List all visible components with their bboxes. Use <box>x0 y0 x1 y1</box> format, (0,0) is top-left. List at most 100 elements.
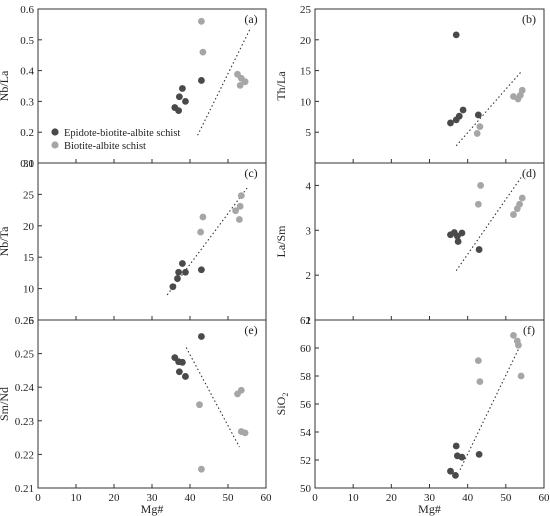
data-point-series-2 <box>241 78 249 86</box>
data-point-series-1 <box>174 275 181 282</box>
x-tick-label: 40 <box>462 492 474 504</box>
panel-label: (b) <box>522 12 536 26</box>
data-point-series-1 <box>447 119 454 127</box>
data-point-series-1 <box>474 111 482 119</box>
y-tick-label: 0.5 <box>20 35 34 47</box>
y-tick-label: 25 <box>23 189 35 201</box>
y-tick-label: 58 <box>300 371 312 383</box>
y-tick-label: 0.3 <box>20 96 34 108</box>
data-point-series-2 <box>515 341 522 349</box>
panel-e: 0.21 0.22 0.23 0.24 0.25 0.26 0 10 20 30 40 50 60 Mg#… <box>0 315 272 516</box>
y-tick-label: 30 <box>23 158 35 170</box>
x-tick-label: 50 <box>500 492 512 504</box>
y-tick-label: 60 <box>300 343 312 355</box>
panel-a: 0.1 0.2 0.3 0.4 0.5 0.6 Nb/La (a) <box>0 4 267 170</box>
y-tick-label: 0.22 <box>15 449 34 461</box>
x-tick-label: 0 <box>35 492 41 504</box>
data-point-series-2 <box>510 211 517 218</box>
y-tick-label: 3 <box>306 225 312 237</box>
data-point-series-1 <box>169 283 177 291</box>
panel-d: 1 2 3 4 La/Sm (d) <box>274 162 545 327</box>
data-point-series-1 <box>452 472 459 479</box>
data-point-series-1 <box>179 85 186 92</box>
y-tick-label: 54 <box>300 427 312 439</box>
x-tick-label: 20 <box>386 492 398 504</box>
panel-label: (a) <box>244 12 257 26</box>
y-axis-label: SiO2 <box>274 393 290 416</box>
trend-line <box>455 71 522 147</box>
panel-label: (d) <box>522 166 536 180</box>
x-tick-label: 10 <box>71 492 83 504</box>
y-tick-label: 20 <box>23 221 35 233</box>
x-tick-label: 50 <box>223 492 235 504</box>
y-tick-label: 0.1 <box>20 158 34 170</box>
panel-label: (c) <box>244 166 257 180</box>
panel-c: 5 10 15 20 25 30 Nb/Ta (c) <box>0 158 267 327</box>
data-point-series-2 <box>473 130 481 137</box>
panel-frame <box>37 8 267 164</box>
x-tick-label: 60 <box>261 492 273 504</box>
y-tick-label: 20 <box>300 35 312 47</box>
data-point-series-1 <box>198 333 205 340</box>
trend-line <box>185 347 240 448</box>
y-tick-label: 10 <box>23 284 35 296</box>
panel-frame <box>314 319 545 489</box>
x-tick-label: 30 <box>424 492 436 504</box>
y-axis-label: Nb/La <box>0 70 11 101</box>
data-point-series-1 <box>179 358 186 366</box>
y-tick-label: 52 <box>300 455 311 467</box>
y-tick-label: 56 <box>300 399 312 411</box>
data-point-series-2 <box>199 48 207 56</box>
panel-frame <box>37 319 267 489</box>
legend-label: Epidote-biotite-albite schist <box>64 128 180 139</box>
trend-line <box>197 27 252 136</box>
data-point-series-1 <box>182 98 189 105</box>
data-point-series-1 <box>182 268 189 276</box>
data-point-series-2 <box>236 202 244 210</box>
data-point-series-2 <box>198 17 205 25</box>
y-tick-label: 0.25 <box>15 349 35 361</box>
y-tick-label: 0.24 <box>15 382 35 394</box>
data-point-series-1 <box>198 77 205 84</box>
x-tick-label: 30 <box>147 492 159 504</box>
data-point-series-2 <box>232 207 240 215</box>
data-point-series-2 <box>241 429 249 437</box>
data-point-series-2 <box>474 357 482 364</box>
data-point-series-2 <box>516 200 523 208</box>
data-point-series-2 <box>236 216 243 223</box>
data-point-series-1 <box>454 238 462 245</box>
data-point-series-1 <box>198 266 205 274</box>
data-point-series-2 <box>199 213 207 221</box>
x-tick-label: 60 <box>539 492 550 504</box>
data-point-series-1 <box>175 368 183 376</box>
data-point-series-1 <box>175 268 183 276</box>
y-tick-label: 15 <box>300 66 312 78</box>
legend-marker <box>51 128 59 136</box>
panel-frame <box>37 162 267 321</box>
y-tick-label: 2 <box>306 270 312 282</box>
trend-line <box>459 343 522 471</box>
data-point-series-1 <box>452 442 460 450</box>
data-point-series-2 <box>518 194 526 202</box>
data-point-series-2 <box>510 332 517 339</box>
legend-label: Biotite-albite schist <box>64 141 146 152</box>
y-tick-label: 1 <box>306 315 312 327</box>
y-tick-label: 5 <box>306 127 312 139</box>
data-point-series-2 <box>474 200 482 208</box>
panel-f: 50 52 54 56 58 60 62 0 10 20 30 40 50 60 Mg# SiO2 (f) <box>274 315 550 516</box>
data-point-series-1 <box>179 260 186 267</box>
data-point-series-1 <box>458 453 466 461</box>
data-point-series-1 <box>458 229 466 237</box>
y-tick-label: 0.23 <box>15 416 35 428</box>
data-point-series-1 <box>455 112 463 120</box>
data-point-series-1 <box>447 467 454 475</box>
data-point-series-2 <box>477 182 485 189</box>
y-tick-label: 0.2 <box>20 127 34 139</box>
y-tick-label: 0.4 <box>20 66 34 78</box>
y-tick-label: 0.6 <box>20 4 34 16</box>
panel-frame <box>314 8 545 164</box>
data-point-series-2 <box>237 192 245 200</box>
y-tick-label: 5 <box>29 315 35 327</box>
y-tick-label: 0.26 <box>15 315 35 327</box>
